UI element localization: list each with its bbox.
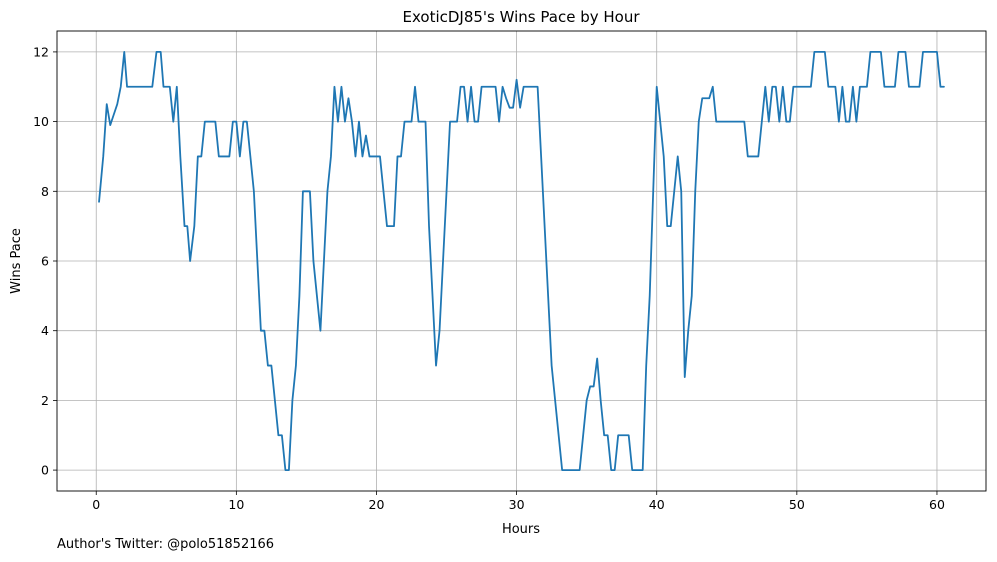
y-axis-label: Wins Pace <box>9 228 24 294</box>
series-layer <box>98 51 945 471</box>
y-tick-label: 0 <box>41 463 49 478</box>
series-line <box>98 51 945 471</box>
y-tick-label: 8 <box>41 184 49 199</box>
chart-title: ExoticDJ85's Wins Pace by Hour <box>403 8 641 26</box>
x-tick-label: 10 <box>228 497 244 512</box>
y-tick-label: 10 <box>33 114 49 129</box>
y-tick-label: 12 <box>33 44 49 59</box>
x-tick-label: 20 <box>369 497 385 512</box>
x-tick-label: 30 <box>509 497 525 512</box>
x-tick-label: 60 <box>929 497 945 512</box>
author-twitter-note: Author's Twitter: @polo51852166 <box>57 537 275 552</box>
x-tick-label: 40 <box>649 497 665 512</box>
gridlines <box>57 31 986 491</box>
y-tick-label: 6 <box>41 254 49 269</box>
x-axis-label: Hours <box>502 522 540 537</box>
y-tick-label: 2 <box>41 393 49 408</box>
x-tick-label: 50 <box>789 497 805 512</box>
y-tick-label: 4 <box>41 323 49 338</box>
x-tick-label: 0 <box>92 497 100 512</box>
tick-layer: 0 10 20 30 40 50 60 0 2 4 6 8 10 12 <box>33 44 945 512</box>
